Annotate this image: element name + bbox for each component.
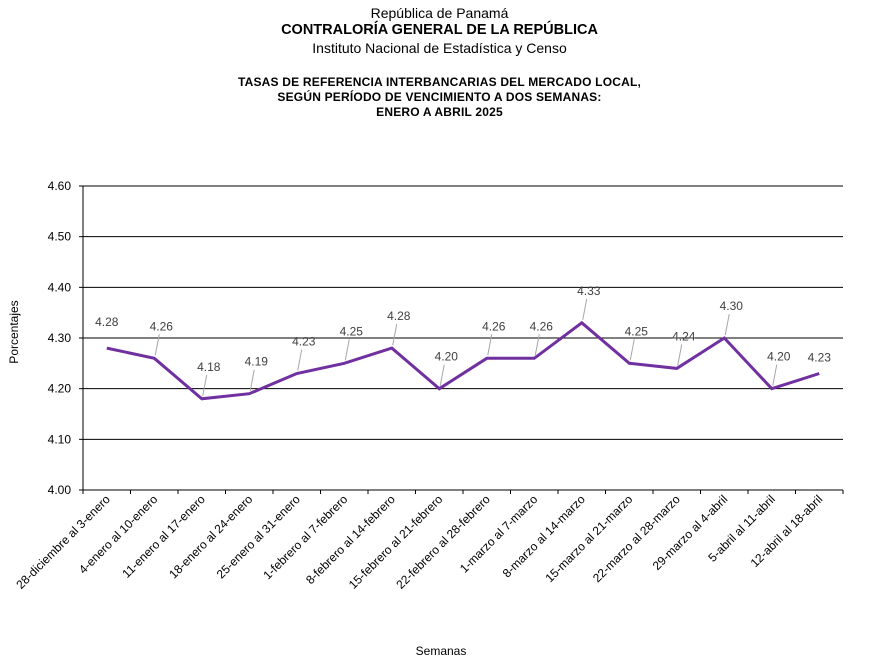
- grid-lines: [79, 185, 844, 494]
- leader-line: [154, 334, 160, 356]
- header-institution: CONTRALORÍA GENERAL DE LA REPÚBLICA: [281, 22, 598, 38]
- leader-line: [297, 349, 303, 371]
- x-tick-label: 8-marzo al 14-marzo: [500, 492, 588, 580]
- leader-line: [677, 344, 683, 366]
- data-label: 4.19: [245, 355, 269, 369]
- leader-line: [202, 374, 208, 396]
- leader-line: [344, 339, 350, 361]
- chart-title-line-2: SEGÚN PERÍODO DE VENCIMIENTO A DOS SEMAN…: [277, 90, 602, 104]
- data-labels: 4.28 4.26 4.18 4.19 4.23 4.25 4.28 4.20 4.26 4.26…: [95, 284, 831, 374]
- y-tick-labels: 4.00 4.10 4.20 4.30 4.40 4.50 4.60: [48, 179, 72, 497]
- data-label: 4.30: [720, 299, 744, 313]
- leader-line: [629, 339, 635, 361]
- x-axis-title: Semanas: [416, 644, 467, 658]
- y-tick-label: 4.30: [48, 331, 72, 345]
- header-country: República de Panamá: [370, 5, 509, 21]
- data-label: 4.20: [767, 350, 791, 364]
- leader-line: [772, 364, 778, 386]
- y-tick-label: 4.40: [48, 280, 72, 294]
- x-tick-label: 28-diciembre al 3-enero: [13, 492, 113, 592]
- data-label: 4.24: [672, 329, 696, 343]
- y-tick-label: 4.10: [48, 432, 72, 446]
- x-tick-label: 25-enero al 31-enero: [214, 492, 303, 581]
- header-institute: Instituto Nacional de Estadística y Cens…: [312, 40, 567, 56]
- data-label: 4.28: [95, 315, 119, 329]
- x-tick-label: 18-enero al 24-enero: [166, 492, 255, 581]
- y-tick-label: 4.50: [48, 230, 72, 244]
- leader-line: [392, 324, 398, 346]
- data-label: 4.33: [577, 284, 601, 298]
- x-tick-label: 22-marzo al 28-marzo: [590, 492, 683, 585]
- data-label: 4.26: [530, 319, 554, 333]
- x-tick-label: 1-febrero al 7-febrero: [260, 492, 350, 582]
- x-tick-label: 15-marzo al 21-marzo: [542, 492, 635, 585]
- y-tick-label: 4.60: [48, 179, 72, 193]
- data-label: 4.28: [387, 309, 411, 323]
- data-label: 4.25: [625, 324, 649, 338]
- leader-line: [534, 334, 540, 356]
- data-label: 4.25: [340, 324, 364, 338]
- x-tick-label: 4-enero al 10-enero: [76, 492, 161, 577]
- x-tick-label: 11-enero al 17-enero: [119, 492, 208, 581]
- leader-line: [724, 313, 730, 336]
- y-tick-label: 4.00: [48, 483, 72, 497]
- data-label: 4.26: [482, 319, 506, 333]
- leader-line: [249, 369, 255, 391]
- x-tick-label: 15-febrero al 21-febrero: [346, 492, 446, 592]
- label-leader-lines: [154, 298, 778, 396]
- data-label: 4.18: [197, 360, 221, 374]
- series-line: [106, 320, 820, 401]
- y-axis-title: Porcentajes: [7, 300, 21, 363]
- leader-line: [439, 364, 445, 386]
- leader-line: [487, 334, 493, 356]
- x-tick-label: 22-febrero al 28-febrero: [393, 492, 493, 592]
- x-tick-label: 8-febrero al 14-febrero: [303, 492, 398, 587]
- data-label: 4.23: [292, 334, 316, 348]
- data-label: 4.20: [435, 350, 459, 364]
- y-tick-label: 4.20: [48, 382, 72, 396]
- chart-title-line-3: ENERO A ABRIL 2025: [376, 105, 503, 119]
- chart-title-line-1: TASAS DE REFERENCIA INTERBANCARIAS DEL M…: [237, 75, 642, 89]
- data-label: 4.23: [808, 350, 832, 364]
- data-label: 4.26: [150, 319, 174, 333]
- leader-line: [582, 298, 588, 320]
